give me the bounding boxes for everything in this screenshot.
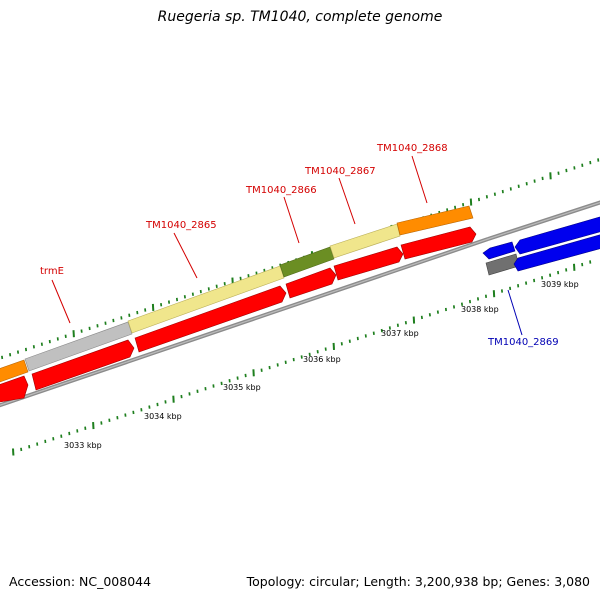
scale-label-3039: 3039 kbp: [541, 280, 579, 289]
gene-label-2868: TM1040_2868: [376, 143, 448, 154]
accession-text: Accession: NC_008044: [9, 574, 152, 589]
lower-gene-track: [0, 226, 477, 403]
yellow-feature-2867: [329, 223, 401, 259]
blue-gene-arrow: [482, 241, 516, 260]
grey-feature-trme: [24, 321, 133, 372]
scale-label-3035: 3035 kbp: [223, 383, 261, 392]
scale-label-3033: 3033 kbp: [64, 441, 102, 450]
topology-summary: Topology: circular; Length: 3,200,938 bp…: [246, 574, 590, 589]
blue-gene-track: [482, 216, 600, 272]
orange-feature-left: [0, 359, 29, 383]
scale-label-3037: 3037 kbp: [381, 329, 419, 338]
gene-label-2866: TM1040_2866: [245, 185, 317, 196]
gene-arrow: [400, 226, 477, 260]
gene-arrow: [0, 375, 29, 403]
label-leaders: [51, 155, 523, 336]
map-title: Ruegeria sp. TM1040, complete genome: [157, 9, 443, 25]
olive-feature-2866: [279, 246, 335, 278]
upper-feature-track: [0, 205, 520, 383]
backbone: [0, 200, 600, 408]
gene-arrow: [134, 285, 287, 353]
scale-label-3038: 3038 kbp: [461, 305, 499, 314]
gene-labels: trmE TM1040_2865 TM1040_2866 TM1040_2867…: [40, 143, 559, 348]
blue-gene-arrow: [514, 216, 600, 255]
gene-label-2865: TM1040_2865: [145, 220, 217, 231]
scale-label-3036: 3036 kbp: [303, 355, 341, 364]
gene-arrow: [31, 339, 135, 391]
yellow-feature-2865: [127, 265, 285, 334]
gene-label-trme: trmE: [40, 266, 64, 277]
gene-arrow: [285, 267, 337, 299]
gene-arrow: [333, 246, 404, 281]
orange-feature-2868: [396, 205, 474, 236]
scale-label-3034: 3034 kbp: [144, 412, 182, 421]
scale-labels: 3033 kbp 3034 kbp 3035 kbp 3036 kbp 3037…: [64, 280, 579, 450]
gene-label-2867: TM1040_2867: [304, 166, 376, 177]
blue-gene-arrow: [513, 234, 600, 272]
gene-label-2869: TM1040_2869: [487, 337, 559, 348]
lower-tick-row: [12, 260, 592, 456]
